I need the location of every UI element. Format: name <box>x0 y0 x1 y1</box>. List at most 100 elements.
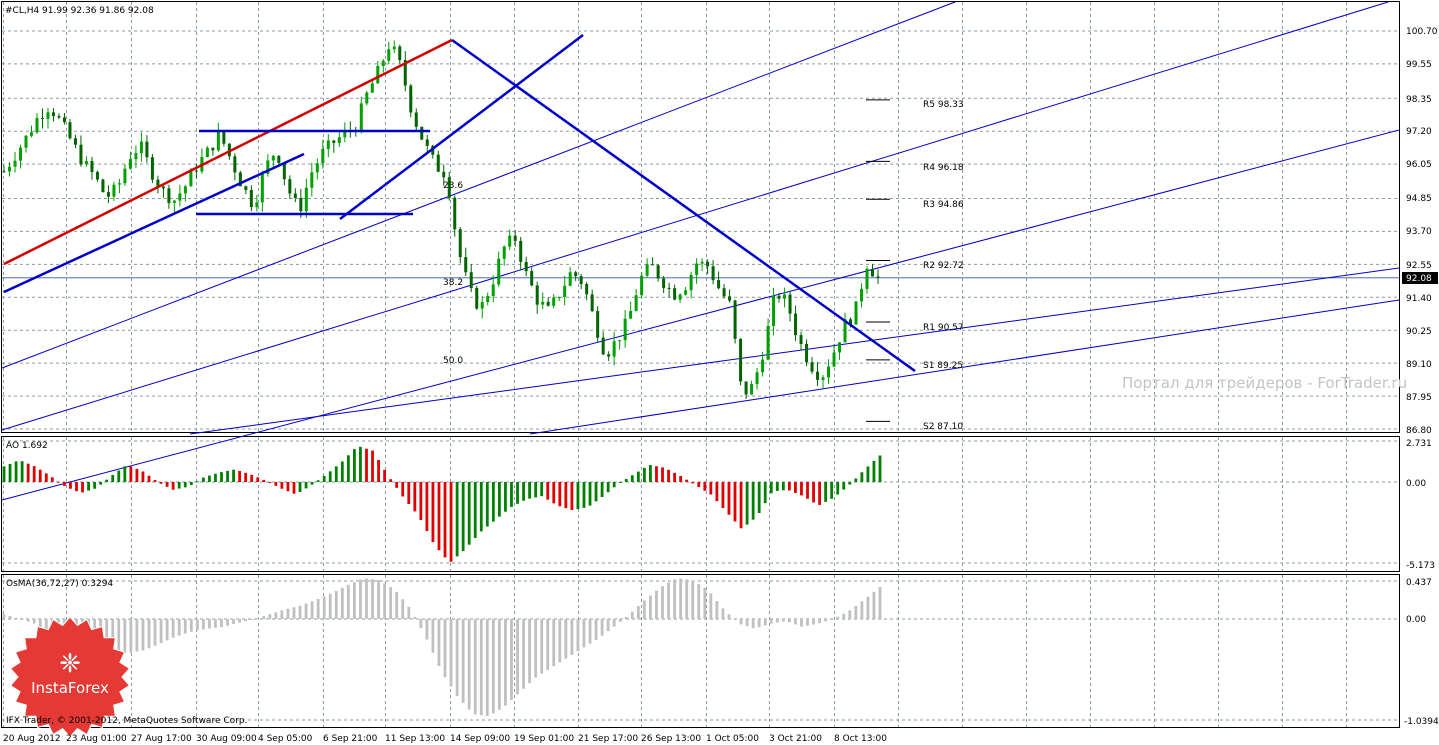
osma-bar <box>854 605 858 619</box>
trendline-blue-support <box>3 152 305 294</box>
ao-bar-up <box>340 461 344 482</box>
ao-bar-up <box>751 482 755 520</box>
osma-bar <box>685 579 689 619</box>
current-price-badge <box>1402 272 1438 284</box>
channel-line <box>529 299 1400 435</box>
candle-bull <box>216 131 220 151</box>
ao-bar-up <box>2 466 6 482</box>
osma-bar <box>141 619 145 651</box>
candle-bull <box>843 319 847 343</box>
osma-bar <box>32 619 36 624</box>
pivot-label-r3: R3 94.86 <box>923 200 964 210</box>
channel-line <box>1 1 1389 431</box>
osma-bar <box>401 599 405 619</box>
osma-bar <box>346 584 350 619</box>
price-axis: 100.70 99.55 98.35 97.20 96.05 94.85 93.… <box>1406 27 1438 436</box>
time-tick: 1 Oct 05:00 <box>706 734 759 744</box>
ao-bar-down <box>75 482 78 492</box>
osma-panel <box>1 574 1400 728</box>
ao-tick: 2.731 <box>1406 439 1432 449</box>
osma-bar <box>661 586 664 619</box>
price-tick: 86.80 <box>1406 426 1432 436</box>
candle-bull <box>645 264 649 276</box>
osma-bar <box>534 619 538 678</box>
ao-bar-down <box>135 468 139 482</box>
candle-bull <box>381 60 385 67</box>
osma-bar <box>510 619 513 701</box>
main-header: #CL,H4 91.99 92.36 91.86 92.08 <box>5 6 154 16</box>
osma-bar <box>866 596 870 619</box>
osma-bar <box>165 619 169 641</box>
ao-bar-up <box>20 461 24 482</box>
ao-bar-up <box>642 467 646 482</box>
candle-bull <box>255 202 259 208</box>
candle-bear <box>799 335 803 344</box>
candle-bear <box>73 138 77 145</box>
candle-bull <box>541 301 545 305</box>
candle-bear <box>711 266 715 281</box>
osma-tick: -1.0394 <box>1404 717 1439 727</box>
osma-bar <box>310 601 314 619</box>
ao-bar-down <box>661 467 664 482</box>
candle-bear <box>277 155 281 163</box>
candle-bull <box>35 117 39 133</box>
candle-bear <box>398 46 402 61</box>
ao-bar-up <box>467 482 471 545</box>
osma-bar <box>739 619 743 625</box>
osma-tick: 0.00 <box>1406 615 1426 625</box>
copyright: IFX Trader, © 2001-2012, MetaQuotes Soft… <box>6 716 247 726</box>
candle-bull <box>783 294 787 299</box>
candle-bear <box>161 186 165 189</box>
osma-bar <box>38 619 42 627</box>
candle-bull <box>508 235 512 247</box>
ao-bar-up <box>485 482 489 527</box>
candle-bear <box>585 283 589 295</box>
ao-bar-up <box>588 482 592 506</box>
ao-bar-up <box>328 471 332 482</box>
osma-bar <box>594 619 598 640</box>
regression-channel-lines <box>1 1 1400 501</box>
ao-bar-down <box>38 469 42 482</box>
ao-bar-down <box>401 482 405 497</box>
ao-bar-down <box>703 482 707 491</box>
osma-bar <box>2 614 6 619</box>
price-tick: 91.40 <box>1406 294 1432 304</box>
osma-bar <box>280 610 284 619</box>
candle-bull <box>84 160 88 165</box>
osma-bar <box>763 619 767 626</box>
ao-bar-down <box>449 482 453 562</box>
osma-bar <box>697 584 701 619</box>
candle-bear <box>524 261 528 272</box>
osma-bar <box>14 617 18 619</box>
ao-bar-up <box>624 478 628 482</box>
time-tick: 23 Aug 01:00 <box>66 734 127 744</box>
candle-bear <box>871 268 875 277</box>
ao-bar-up <box>824 482 828 502</box>
candle-bull <box>486 296 490 303</box>
price-tick: 97.20 <box>1406 127 1432 137</box>
ao-bar-up <box>848 482 852 485</box>
ao-bar-down <box>413 482 417 512</box>
ao-bar-down <box>715 482 719 502</box>
osma-bar <box>44 619 48 631</box>
ao-bar-down <box>26 463 30 482</box>
osma-bar <box>642 600 646 619</box>
candle-bear <box>436 154 440 172</box>
osma-bar <box>389 587 393 619</box>
ao-bar-up <box>510 482 513 507</box>
ao-bar-up <box>582 482 586 508</box>
channel-line <box>1 1 956 369</box>
candle-bear <box>601 337 605 355</box>
candle-bull <box>205 147 209 158</box>
candle-bear <box>414 112 418 127</box>
candle-bull <box>387 49 391 61</box>
osma-bar <box>371 579 374 619</box>
candle-bear <box>293 193 297 198</box>
candle-bear <box>464 257 468 273</box>
trendline-blue-rising <box>339 34 584 220</box>
time-tick: 27 Aug 17:00 <box>131 734 192 744</box>
ao-tick: 0.00 <box>1406 479 1426 489</box>
osma-bar <box>443 619 447 678</box>
osma-bar <box>129 619 133 653</box>
